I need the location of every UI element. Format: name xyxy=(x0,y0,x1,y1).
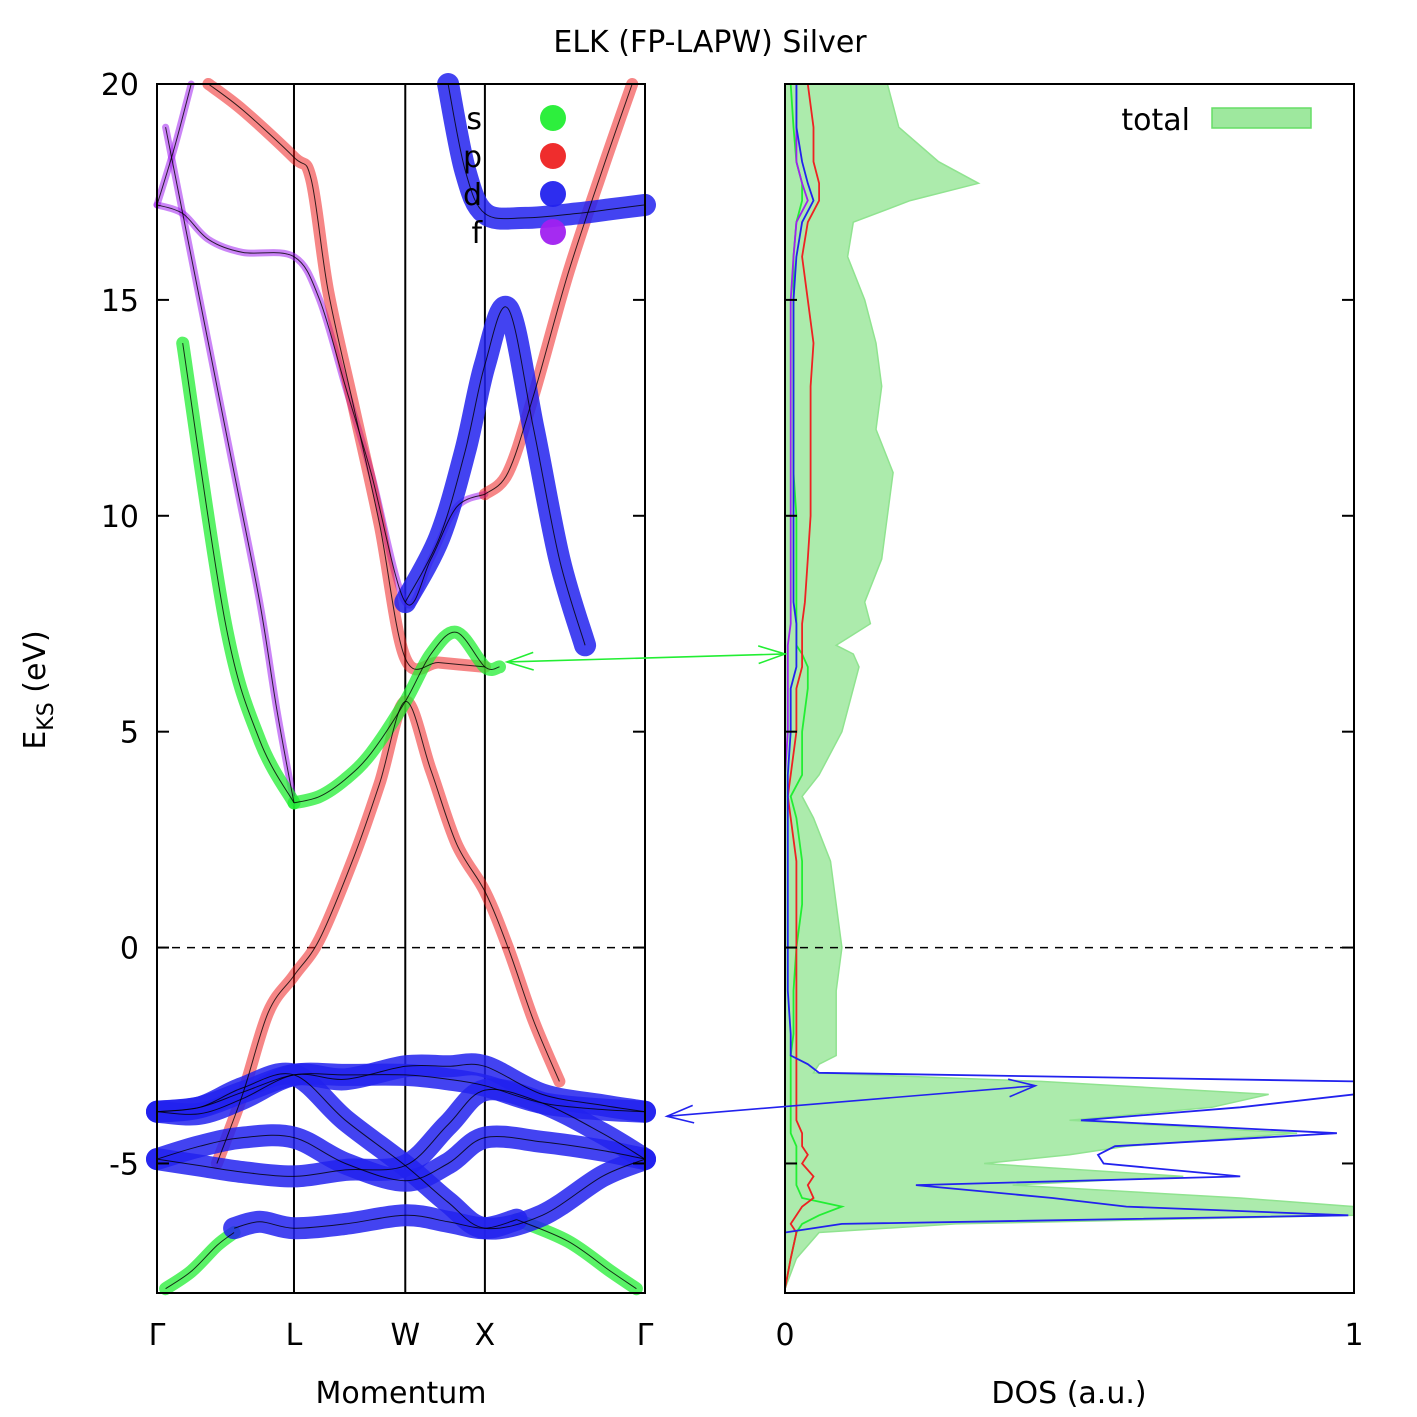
band-line-gamma-lower xyxy=(156,83,192,206)
legend-label-p: p xyxy=(463,140,482,175)
y-tick-label: 0 xyxy=(120,932,139,967)
band-line-s-band6 xyxy=(182,343,295,804)
legend-dot-f xyxy=(540,219,566,245)
bands-axes: Γ L W X Γ -5 0 5 10 15 20 xyxy=(101,68,654,1353)
arrow-head xyxy=(757,645,788,665)
arrow-head xyxy=(664,1104,695,1124)
band-line-p-upper xyxy=(208,83,485,670)
dos-curves xyxy=(784,83,1355,1289)
dos-frame xyxy=(784,83,1355,1294)
y-axis-symbol: E xyxy=(18,731,53,750)
y-axis-subscript: KS xyxy=(34,702,59,730)
band-d-upper xyxy=(394,295,597,657)
kpoint-label: L xyxy=(286,1318,303,1353)
dos-x-tick-label: 1 xyxy=(1344,1318,1363,1353)
dos-legend-swatch xyxy=(1211,107,1312,129)
y-tick-label: -5 xyxy=(109,1147,139,1182)
dos-total-area xyxy=(784,83,1355,1289)
legend-dot-d xyxy=(540,181,566,207)
dos-legend: total xyxy=(1121,103,1312,138)
legend-dot-p xyxy=(540,143,566,169)
annotation-arrows xyxy=(504,645,1038,1124)
band-line-d-top xyxy=(447,83,646,220)
band-line-p-upper2 xyxy=(484,83,633,495)
dos-x-tick-label: 0 xyxy=(775,1318,794,1353)
legend-label-d: d xyxy=(463,178,482,213)
bands-y-axis-label: EKS (eV) xyxy=(18,630,59,749)
band-d6 xyxy=(223,1204,528,1240)
kpoint-label: X xyxy=(475,1318,496,1353)
dos-legend-label: total xyxy=(1121,103,1190,138)
kpoint-label: W xyxy=(390,1318,420,1353)
band-line-f-band xyxy=(156,204,486,606)
bands-frame xyxy=(156,83,646,1294)
arrow-head xyxy=(1007,1078,1038,1098)
y-tick-label: 15 xyxy=(101,284,139,319)
bands-curves xyxy=(146,73,656,1296)
dos-x-axis-label: DOS (a.u.) xyxy=(991,1376,1146,1411)
legend-label-f: f xyxy=(471,216,483,251)
y-tick-label: 20 xyxy=(101,68,139,103)
arrow-shaft xyxy=(506,653,786,663)
y-tick-label: 10 xyxy=(101,500,139,535)
band-s-gamma xyxy=(159,1226,241,1296)
band-gamma-mid xyxy=(162,123,298,807)
dos-line-d xyxy=(784,84,1355,1289)
band-line-d5 xyxy=(156,1073,646,1113)
arrow-d-peak xyxy=(664,1078,1038,1124)
band-line-s-gamma2 xyxy=(516,1219,637,1290)
band-line-d4 xyxy=(156,1073,646,1230)
arrow-s-peak xyxy=(504,645,788,671)
legend-label-s: s xyxy=(466,102,482,137)
band-line-d3 xyxy=(156,1063,646,1115)
arrow-head xyxy=(504,651,534,671)
dos-line-p xyxy=(784,83,820,1289)
band-line-gamma-mid xyxy=(165,127,295,803)
kpoint-label: Γ xyxy=(149,1318,166,1353)
y-axis-unit: (eV) xyxy=(18,630,53,702)
band-line-s-upper xyxy=(293,631,500,804)
band-line-d1 xyxy=(156,1134,646,1182)
band-line-s-gamma xyxy=(165,1232,235,1290)
band-line-sp-lower xyxy=(216,701,560,1164)
y-tick-label: 5 xyxy=(120,716,139,751)
band-line-d6 xyxy=(233,1214,517,1229)
kpoint-label: Γ xyxy=(637,1318,654,1353)
band-line-d-upper xyxy=(404,306,586,646)
arrow-shaft xyxy=(666,1084,1036,1118)
band-s-band6 xyxy=(176,336,301,810)
bands-x-axis-label: Momentum xyxy=(316,1376,487,1411)
legend-dot-s xyxy=(540,105,566,131)
chart-title: ELK (FP-LAPW) Silver xyxy=(553,25,867,60)
